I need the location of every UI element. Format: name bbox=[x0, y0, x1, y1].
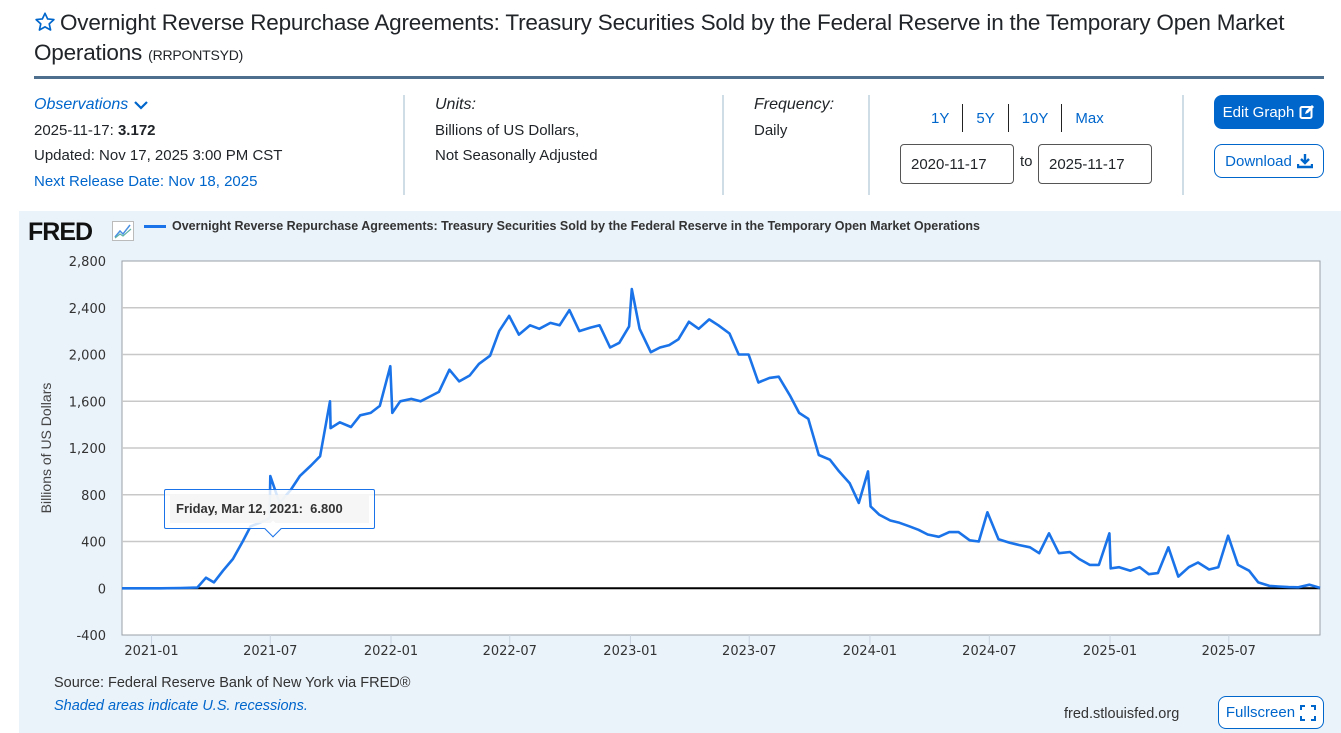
units-line-1: Billions of US Dollars, bbox=[435, 121, 580, 139]
y-tick-label: 1,200 bbox=[69, 442, 106, 457]
fullscreen-button[interactable]: Fullscreen bbox=[1218, 696, 1324, 729]
trend-chart-icon bbox=[112, 221, 134, 241]
observations-heading: Observations bbox=[34, 96, 129, 113]
y-axis-ticks: -400 0 400 800 1,200 1,600 2,000 2,400 2,800 bbox=[69, 255, 106, 644]
range-10y-button[interactable]: 10Y bbox=[1021, 109, 1049, 127]
range-selector: 1Y 5Y 10Y Max bbox=[918, 104, 1117, 132]
divider bbox=[962, 104, 964, 132]
edit-graph-button[interactable]: Edit Graph bbox=[1214, 95, 1324, 129]
series-title-block: Overnight Reverse Repurchase Agreements:… bbox=[34, 8, 1324, 70]
frequency-value: Daily bbox=[754, 121, 788, 139]
x-tick-label: 2022-01 bbox=[364, 644, 418, 659]
download-icon bbox=[1296, 154, 1313, 169]
range-1y-button[interactable]: 1Y bbox=[931, 109, 950, 127]
y-tick-label: 2,400 bbox=[69, 302, 106, 317]
recession-note-link[interactable]: Shaded areas indicate U.S. recessions. bbox=[54, 698, 308, 714]
y-tick-label: 400 bbox=[81, 536, 106, 551]
tooltip-content: Friday, Mar 12, 2021: 6.800 bbox=[170, 495, 369, 523]
y-tick-label: 2,000 bbox=[69, 349, 106, 364]
divider bbox=[1007, 104, 1009, 132]
x-tick-label: 2022-07 bbox=[483, 644, 537, 659]
x-tick-label: 2021-07 bbox=[243, 644, 297, 659]
chevron-down-icon bbox=[134, 100, 149, 110]
tooltip-value: 6.800 bbox=[310, 501, 343, 516]
units-line-2: Not Seasonally Adjusted bbox=[435, 147, 598, 164]
range-max-button[interactable]: Max bbox=[1075, 109, 1104, 127]
y-tick-label: 0 bbox=[98, 582, 106, 597]
range-5y-button[interactable]: 5Y bbox=[976, 109, 995, 127]
x-tick-label: 2023-07 bbox=[722, 644, 776, 659]
y-tick-label: 1,600 bbox=[69, 395, 106, 410]
download-label: Download bbox=[1225, 152, 1292, 170]
x-tick-label: 2025-01 bbox=[1083, 644, 1137, 659]
x-tick-label: 2021-01 bbox=[124, 644, 178, 659]
series-title-text: Overnight Reverse Repurchase Agreements:… bbox=[34, 10, 1285, 65]
divider bbox=[403, 95, 405, 195]
y-tick-label: 800 bbox=[81, 489, 106, 504]
divider bbox=[1061, 104, 1063, 132]
latest-observation-date: 2025-11-17: bbox=[34, 121, 114, 139]
divider bbox=[1182, 95, 1184, 195]
y-axis-title: Billions of US Dollars bbox=[38, 383, 54, 514]
series-id: (RRPONTSYD) bbox=[148, 47, 244, 63]
to-label: to bbox=[1020, 153, 1033, 170]
legend-swatch bbox=[144, 224, 166, 228]
observations-toggle[interactable]: Observations bbox=[34, 92, 282, 118]
start-date-input[interactable] bbox=[900, 144, 1014, 184]
series-title: Overnight Reverse Repurchase Agreements:… bbox=[34, 8, 1324, 70]
frequency-heading: Frequency: bbox=[754, 96, 835, 113]
latest-observation-value: 3.172 bbox=[117, 121, 156, 139]
y-tick-label: -400 bbox=[76, 629, 106, 644]
source-note: Source: Federal Reserve Bank of New York… bbox=[54, 675, 411, 691]
x-axis-ticks: 2021-01 2021-07 2022-01 2022-07 2023-01 2023-… bbox=[124, 635, 1256, 659]
updated-timestamp: Updated: Nov 17, 2025 3:00 PM CST bbox=[34, 147, 283, 164]
divider bbox=[722, 95, 724, 195]
units-heading: Units: bbox=[435, 96, 476, 113]
edit-graph-label: Edit Graph bbox=[1222, 103, 1295, 121]
hover-tooltip: Friday, Mar 12, 2021: 6.800 bbox=[164, 489, 375, 538]
x-tick-label: 2024-07 bbox=[962, 644, 1016, 659]
x-tick-label: 2025-07 bbox=[1202, 644, 1256, 659]
legend-label: Overnight Reverse Repurchase Agreements:… bbox=[172, 219, 980, 233]
x-tick-label: 2023-01 bbox=[603, 644, 657, 659]
frequency-panel: Frequency: Daily bbox=[754, 92, 834, 143]
fullscreen-label: Fullscreen bbox=[1225, 704, 1296, 721]
title-divider bbox=[34, 76, 1324, 79]
fred-logo-text: FRED bbox=[28, 218, 93, 246]
download-button[interactable]: Download bbox=[1214, 144, 1324, 178]
series-line bbox=[122, 287, 1321, 590]
fred-logo: FRED bbox=[28, 218, 93, 247]
fullscreen-icon bbox=[1300, 704, 1317, 721]
x-tick-label: 2024-01 bbox=[843, 644, 897, 659]
star-outline-icon[interactable] bbox=[34, 11, 56, 33]
y-tick-label: 2,800 bbox=[69, 255, 106, 270]
edit-icon bbox=[1299, 105, 1315, 119]
end-date-input[interactable] bbox=[1038, 144, 1152, 184]
observations-panel: Observations 2025-11-17: 3.172 Updated: … bbox=[34, 92, 282, 194]
latest-observation: 2025-11-17: 3.172 bbox=[34, 118, 282, 144]
chart-legend: Overnight Reverse Repurchase Agreements:… bbox=[138, 219, 980, 233]
site-url: fred.stlouisfed.org bbox=[1064, 706, 1180, 722]
tooltip-date: Friday, Mar 12, 2021: bbox=[176, 501, 303, 516]
next-release-link[interactable]: Next Release Date: Nov 18, 2025 bbox=[34, 172, 258, 190]
units-panel: Units: Billions of US Dollars, Not Seaso… bbox=[435, 92, 598, 169]
divider bbox=[868, 95, 870, 195]
